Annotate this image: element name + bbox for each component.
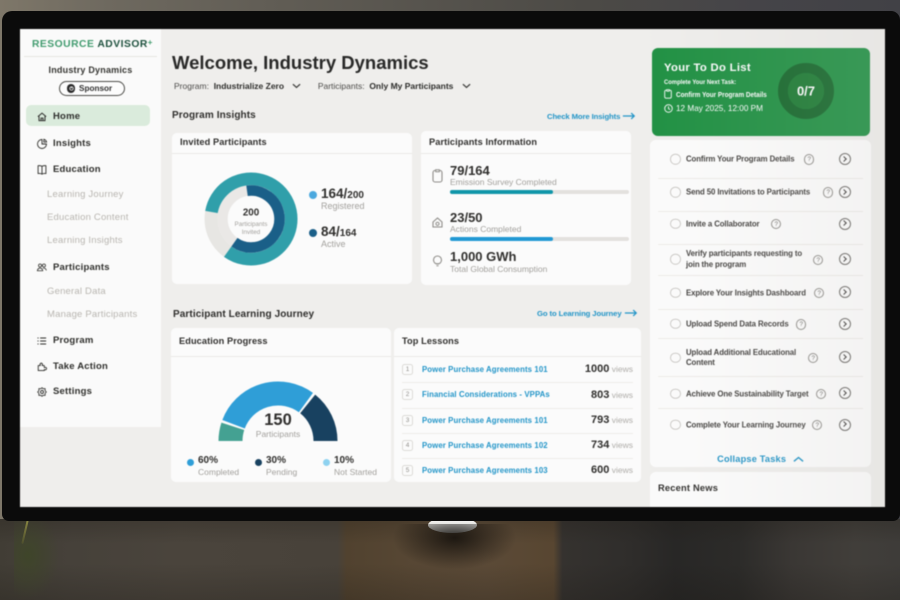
svg-text:200: 200 [243, 208, 260, 219]
svg-text:Participants: Participants [235, 221, 268, 228]
svg-text:Invited: Invited [242, 229, 261, 236]
svg-text:0/7: 0/7 [797, 84, 815, 99]
